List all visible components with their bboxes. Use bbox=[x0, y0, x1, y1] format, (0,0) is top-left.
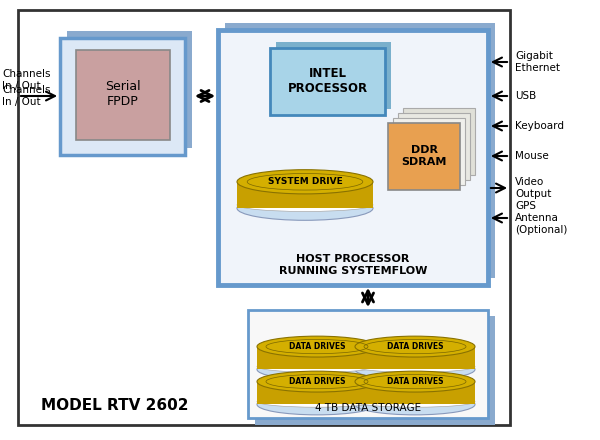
Text: SYSTEM DRIVE: SYSTEM DRIVE bbox=[268, 177, 343, 186]
Text: Gigabit
Ethernet: Gigabit Ethernet bbox=[515, 51, 560, 73]
Bar bbox=[276, 42, 391, 109]
Ellipse shape bbox=[257, 336, 377, 357]
Text: Mouse: Mouse bbox=[515, 151, 549, 161]
Text: INTEL
PROCESSOR: INTEL PROCESSOR bbox=[288, 67, 368, 95]
Text: MODEL RTV 2602: MODEL RTV 2602 bbox=[41, 397, 189, 412]
Bar bbox=[255, 316, 495, 425]
Ellipse shape bbox=[355, 394, 475, 415]
Bar bbox=[355, 347, 475, 370]
Bar bbox=[398, 113, 470, 180]
Ellipse shape bbox=[257, 371, 377, 392]
Bar bbox=[67, 31, 192, 148]
Ellipse shape bbox=[257, 361, 377, 372]
Text: DATA DRIVES: DATA DRIVES bbox=[387, 342, 443, 351]
Bar bbox=[218, 30, 488, 285]
Text: USB: USB bbox=[515, 91, 536, 101]
Text: Serial
FPDP: Serial FPDP bbox=[105, 80, 141, 108]
Bar bbox=[355, 381, 475, 404]
Ellipse shape bbox=[257, 359, 377, 380]
Bar bbox=[257, 347, 377, 370]
Bar bbox=[248, 310, 488, 418]
Text: DDR
SDRAM: DDR SDRAM bbox=[401, 145, 446, 167]
Text: HOST PROCESSOR
RUNNING SYSTEMFLOW: HOST PROCESSOR RUNNING SYSTEMFLOW bbox=[279, 254, 427, 276]
Bar bbox=[237, 182, 373, 208]
Ellipse shape bbox=[355, 361, 475, 372]
Text: Channels
In / Out: Channels In / Out bbox=[2, 69, 50, 91]
Text: Channels
In / Out: Channels In / Out bbox=[2, 85, 50, 107]
Bar bbox=[257, 381, 377, 404]
Bar bbox=[76, 50, 170, 140]
Bar bbox=[388, 123, 460, 190]
Ellipse shape bbox=[257, 396, 377, 407]
Ellipse shape bbox=[355, 359, 475, 380]
Text: 4 TB DATA STORAGE: 4 TB DATA STORAGE bbox=[315, 403, 421, 413]
Text: DATA DRIVES: DATA DRIVES bbox=[387, 377, 443, 386]
Text: Keyboard: Keyboard bbox=[515, 121, 564, 131]
Bar bbox=[403, 108, 475, 175]
Ellipse shape bbox=[237, 170, 373, 194]
Text: DATA DRIVES: DATA DRIVES bbox=[289, 342, 345, 351]
Text: Video
Output: Video Output bbox=[515, 177, 551, 199]
Ellipse shape bbox=[237, 198, 373, 212]
Bar bbox=[270, 48, 385, 115]
Ellipse shape bbox=[355, 336, 475, 357]
Bar bbox=[18, 10, 510, 425]
Ellipse shape bbox=[355, 396, 475, 407]
Ellipse shape bbox=[355, 371, 475, 392]
Text: DATA DRIVES: DATA DRIVES bbox=[289, 377, 345, 386]
Text: GPS
Antenna
(Optional): GPS Antenna (Optional) bbox=[515, 202, 568, 235]
Bar bbox=[225, 23, 495, 278]
Ellipse shape bbox=[257, 394, 377, 415]
Ellipse shape bbox=[237, 196, 373, 220]
Bar bbox=[60, 38, 185, 155]
Bar bbox=[393, 118, 465, 185]
